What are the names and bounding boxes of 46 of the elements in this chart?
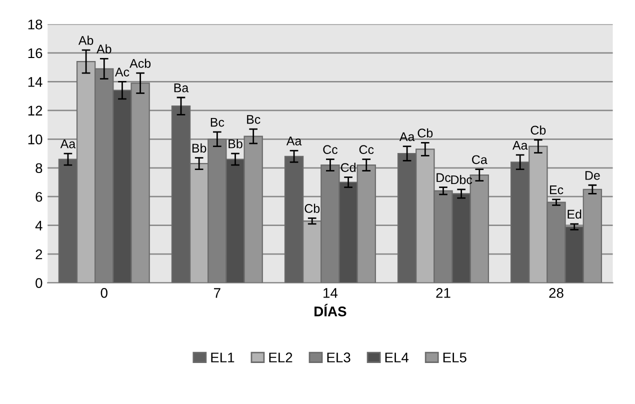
- x-tick-label: 0: [100, 288, 108, 298]
- y-tick-label: 4: [35, 220, 42, 230]
- data-label: Dbc: [451, 175, 472, 184]
- y-tick-label: 8: [36, 163, 42, 174]
- y-tick-label: 18: [28, 20, 42, 30]
- legend-label: EL3: [327, 352, 350, 362]
- x-tick-label: 28: [549, 288, 564, 298]
- data-label: Dc: [436, 173, 451, 182]
- data-label: Ab: [78, 36, 94, 45]
- data-label: Aa: [399, 132, 415, 142]
- data-label: Cc: [359, 145, 374, 154]
- legend-label: EL2: [269, 352, 292, 362]
- x-tick-label: 21: [436, 288, 450, 298]
- y-tick-label: 16: [28, 48, 42, 58]
- y-tick-label: 2: [36, 249, 42, 260]
- data-label: Cb: [304, 204, 320, 213]
- data-label: Ba: [174, 84, 189, 92]
- legend-label: EL5: [443, 352, 466, 362]
- y-tick-label: 6: [36, 192, 42, 202]
- data-label: Bb: [228, 139, 242, 148]
- data-label: Cb: [418, 128, 433, 138]
- data-label: Bc: [210, 118, 224, 127]
- x-tick-label: 14: [324, 288, 338, 298]
- data-label: Ec: [550, 186, 564, 194]
- x-axis-title: DÍAS: [314, 304, 346, 316]
- data-label: Ac: [114, 68, 130, 76]
- y-tick-label: 0: [36, 278, 42, 288]
- data-label: Acb: [130, 58, 151, 68]
- x-tick-label: 7: [214, 288, 220, 298]
- data-label: De: [585, 171, 600, 180]
- data-label: Aa: [60, 140, 76, 148]
- data-label: Ed: [568, 209, 582, 219]
- data-label: Bc: [247, 115, 260, 124]
- data-label: Aa: [286, 136, 302, 146]
- data-label: Ab: [96, 44, 112, 54]
- legend-label: EL4: [385, 352, 409, 362]
- y-tick-label: 12: [28, 106, 42, 116]
- data-label: Aa: [512, 140, 528, 150]
- data-label: Ca: [472, 155, 488, 164]
- data-label: Cb: [530, 125, 546, 135]
- y-tick-label: 10: [28, 134, 42, 144]
- y-tick-label: 14: [28, 77, 42, 87]
- data-label: Cc: [323, 145, 338, 154]
- data-label: Bb: [192, 143, 206, 153]
- data-label: Cd: [340, 162, 356, 172]
- legend-label: EL1: [211, 352, 234, 362]
